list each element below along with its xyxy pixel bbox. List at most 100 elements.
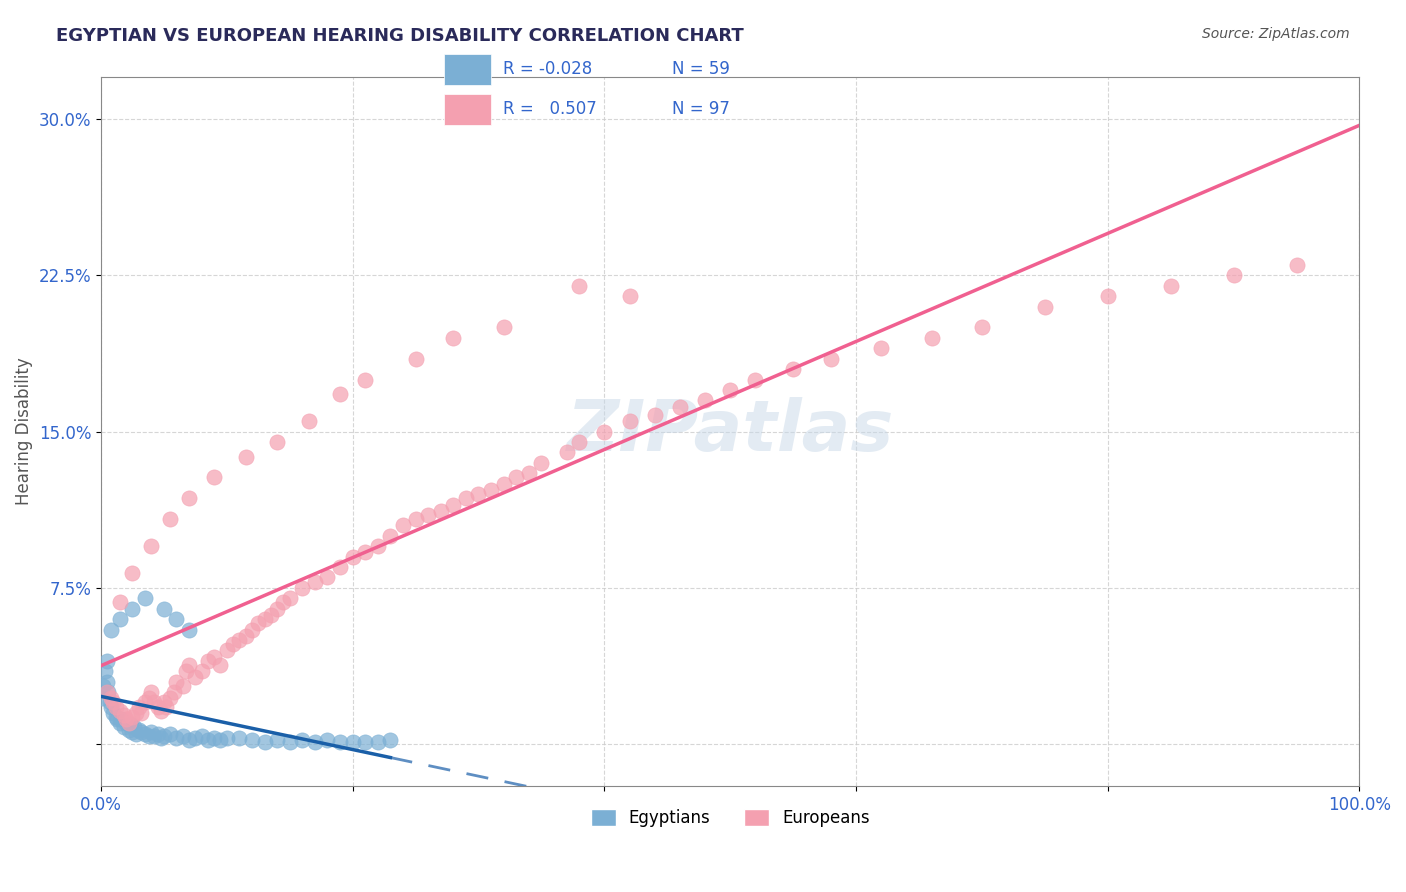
Point [165,731,187,745]
Point [1033,300,1056,314]
Point [240,733,263,747]
Point [392,518,415,533]
Point [273,595,295,609]
Point [122,721,145,735]
Point [619,289,641,303]
Point [141,685,163,699]
Point [291,733,314,747]
Point [253,735,276,749]
Point [100,691,122,706]
Point [260,607,283,622]
Point [253,612,276,626]
Point [329,735,352,749]
Point [153,696,176,710]
Point [108,704,131,718]
Point [190,664,212,678]
Point [159,727,181,741]
Text: R = -0.028: R = -0.028 [503,60,592,78]
Point [354,372,377,386]
Point [429,504,451,518]
Point [354,735,377,749]
Point [146,699,169,714]
Point [329,560,352,574]
Point [202,649,225,664]
Point [96,685,118,699]
Point [380,733,402,747]
Point [297,414,319,428]
Point [96,674,118,689]
Point [329,387,352,401]
Point [117,723,139,737]
Point [342,735,364,749]
Point [921,331,943,345]
Point [354,545,377,559]
Point [235,450,257,464]
Point [184,670,207,684]
Point [142,729,165,743]
Point [209,733,232,747]
Point [172,729,194,743]
Point [138,729,160,743]
Point [93,664,115,678]
Point [165,612,187,626]
Point [380,529,402,543]
Point [718,383,741,397]
Point [125,706,148,720]
Point [222,637,245,651]
Point [209,657,232,672]
Point [159,512,181,526]
Point [184,731,207,745]
Point [240,623,263,637]
Point [105,710,128,724]
Point [112,721,135,735]
Point [120,718,142,732]
Point [1285,258,1308,272]
Point [125,727,148,741]
Point [454,491,477,506]
Point [278,591,301,606]
Text: Source: ZipAtlas.com: Source: ZipAtlas.com [1202,27,1350,41]
Point [93,679,115,693]
Point [405,512,427,526]
Point [367,735,389,749]
Point [228,632,250,647]
Point [153,729,176,743]
Point [138,691,160,706]
Point [105,712,128,726]
Point [110,712,132,726]
Point [467,487,489,501]
Point [870,341,893,355]
Point [121,566,143,581]
Point [202,731,225,745]
Point [159,691,181,706]
Point [744,372,766,386]
Bar [444,54,491,85]
Y-axis label: Hearing Disability: Hearing Disability [15,358,32,506]
Point [1097,289,1119,303]
Point [142,696,165,710]
Point [342,549,364,564]
Point [108,595,131,609]
Point [190,729,212,743]
Point [150,704,173,718]
Point [304,574,326,589]
Point [97,685,120,699]
Point [91,691,114,706]
Point [441,498,464,512]
Point [121,710,143,724]
Point [235,629,257,643]
Point [215,643,238,657]
Point [108,716,131,731]
Point [105,699,128,714]
Point [568,435,591,450]
Point [177,491,200,506]
Bar [444,94,491,125]
Point [150,731,173,745]
Point [215,731,238,745]
Point [129,706,152,720]
Point [163,685,186,699]
Point [177,623,200,637]
Point [530,456,553,470]
Text: N = 59: N = 59 [672,60,730,78]
Point [103,696,125,710]
